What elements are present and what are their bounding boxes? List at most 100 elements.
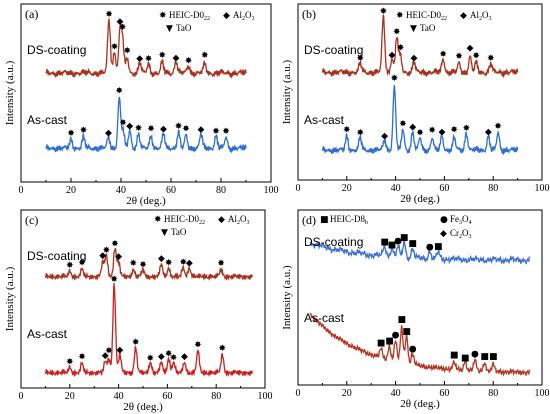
peak-marker: ● [409,344,417,354]
peak-marker: ✸ [356,128,364,138]
peak-marker: ✸ [66,261,74,271]
peak-marker: ✸ [472,52,480,62]
peak-marker: ✸ [147,124,155,134]
peak-marker: ✸ [201,51,209,61]
peak-marker: ◆ [410,53,417,63]
series-line-as-cast [45,96,247,154]
legend-marker: ✸ [159,11,167,21]
peak-marker: ✸ [487,54,495,64]
x-tick-label: 40 [391,183,401,194]
legend-entry: HEIC-D022 [169,10,210,22]
legend-marker: ▼ [166,24,173,34]
peak-marker: ◆ [117,17,124,27]
series-label: DS-coating [304,43,363,57]
peak-marker: ● [471,350,479,360]
peak-marker: ◆ [173,54,180,64]
peak-marker: ✸ [179,258,187,268]
peak-marker: ◆ [438,127,445,137]
series-line-as-cast [44,282,253,378]
peak-marker: ◆ [116,346,123,356]
x-axis-title: 2θ (deg.) [126,195,166,207]
x-tick-label: 100 [264,185,279,196]
peak-marker: ✸ [115,86,123,96]
panel-d: 0 20 40 60 80 100 2θ (deg.) Intensity (a.u.) (d)… [281,209,550,410]
x-tick-label: 100 [535,183,550,194]
peak-marker: ✸ [105,347,113,357]
peak-marker: ✸ [119,23,127,33]
legend-marker: ✸ [154,215,162,225]
panel-tag: (d) [302,213,316,227]
plot-frame [20,3,272,183]
series-label: DS-coating [27,249,86,263]
x-tick-label: 0 [19,391,24,402]
x-tick-label: 60 [166,185,176,196]
peak-marker: ✸ [439,50,447,60]
x-tick-label: 20 [66,185,76,196]
x-tick-label: 60 [439,183,449,194]
legend-entry: Al2O3 [228,214,250,226]
legend-entry: TaO [420,23,436,33]
peak-marker: ✸ [129,259,137,269]
peak-marker: ● [392,331,400,341]
series-label: As-cast [27,113,68,127]
peak-marker: ◆ [158,254,165,264]
peak-marker: ◆ [160,124,167,134]
peak-marker: ✸ [147,354,155,364]
series-label: As-cast [304,311,345,325]
peak-marker: ✸ [380,7,388,17]
peak-marker: ■ [397,315,406,325]
panel-c: 0 20 40 60 80 100 2θ (deg.) Intensity (a.u.) (c)… [4,209,273,413]
legend-marker: ◆ [223,11,230,21]
peak-marker: ■ [400,233,409,243]
peak-marker: ✸ [428,126,436,136]
peak-marker: ✸ [175,122,183,132]
peak-marker: ■ [402,327,411,337]
x-tick-label: 60 [162,391,172,402]
peak-marker: ■ [434,242,443,252]
x-tick-label: 40 [114,391,124,402]
peak-marker: ✸ [397,43,405,53]
x-tick-label: 40 [391,388,401,399]
peak-marker: ■ [388,240,397,250]
peak-marker: ◆ [115,252,122,262]
x-axis-title: 2θ (deg.) [123,401,163,413]
peak-marker: ◆ [381,131,388,141]
peak-marker: ◆ [105,129,112,139]
plot-frame [20,209,266,389]
peak-marker: ■ [377,339,386,349]
peak-marker: ✸ [212,127,220,137]
x-tick-label: 80 [488,183,498,194]
series-label: As-cast [304,113,345,127]
peak-marker: ✸ [399,120,407,130]
legend-entry: HEIC-D8b [330,214,368,226]
peak-marker: ◆ [181,352,188,362]
x-tick-label: 100 [258,391,273,402]
peak-marker: ✸ [455,52,463,62]
series-label: As-cast [27,327,68,341]
legend-marker: ✸ [396,11,404,21]
legend-marker: ◆ [440,229,447,239]
peak-marker: ◆ [99,251,106,261]
x-tick-label: 80 [488,388,498,399]
peak-marker: ■ [408,239,417,249]
series-line-ds-coating [45,18,247,79]
legend-marker: ■ [320,215,329,225]
series-line-ds-coating [321,14,519,79]
peak-marker: ✸ [123,46,131,56]
peak-marker: ● [426,242,434,252]
legend-marker: ▼ [161,228,168,238]
series-line-as-cast [321,84,519,156]
peak-marker: ✸ [463,124,471,134]
peak-marker: ✸ [158,51,166,61]
x-tick-label: 100 [535,388,550,399]
series-label: DS-coating [27,43,86,57]
peak-marker: ◆ [467,44,474,54]
peak-marker: ✸ [416,129,424,139]
legend-entry: TaO [176,23,192,33]
peak-marker: ✸ [78,258,86,268]
legend-marker: ◆ [460,11,467,21]
peak-marker: ■ [489,352,498,362]
legend-marker: ◆ [218,215,225,225]
x-tick-label: 0 [296,183,301,194]
y-axis-title: Intensity (a.u.) [281,59,293,124]
